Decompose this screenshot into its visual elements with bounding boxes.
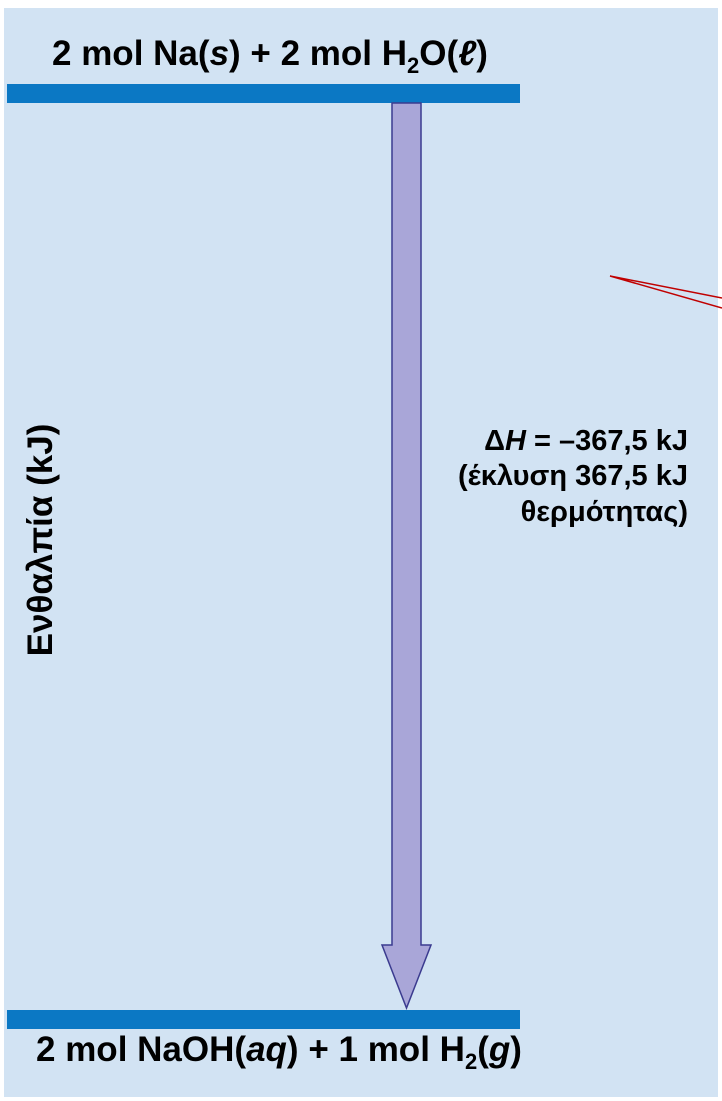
products-level-bar <box>7 1010 520 1029</box>
enthalpy-change-annotation: ΔH = –367,5 kJ (έκλυση 367,5 kJ θερμότητ… <box>458 424 688 530</box>
products-label: 2 mol NaOH(aq) + 1 mol H2(g) <box>36 1030 522 1074</box>
reactants-level-bar <box>7 84 520 103</box>
heat-release-note-line-2: θερμότητας) <box>520 495 688 528</box>
enthalpy-change-arrow <box>380 102 433 1011</box>
heat-release-note-line-1: (έκλυση 367,5 kJ <box>458 460 688 493</box>
reactants-label: 2 mol Na(s) + 2 mol H2O(ℓ) <box>52 34 488 78</box>
pointer-line <box>609 275 722 309</box>
delta-h-value: ΔH = –367,5 kJ <box>484 425 688 457</box>
diagram-panel <box>4 8 718 1097</box>
